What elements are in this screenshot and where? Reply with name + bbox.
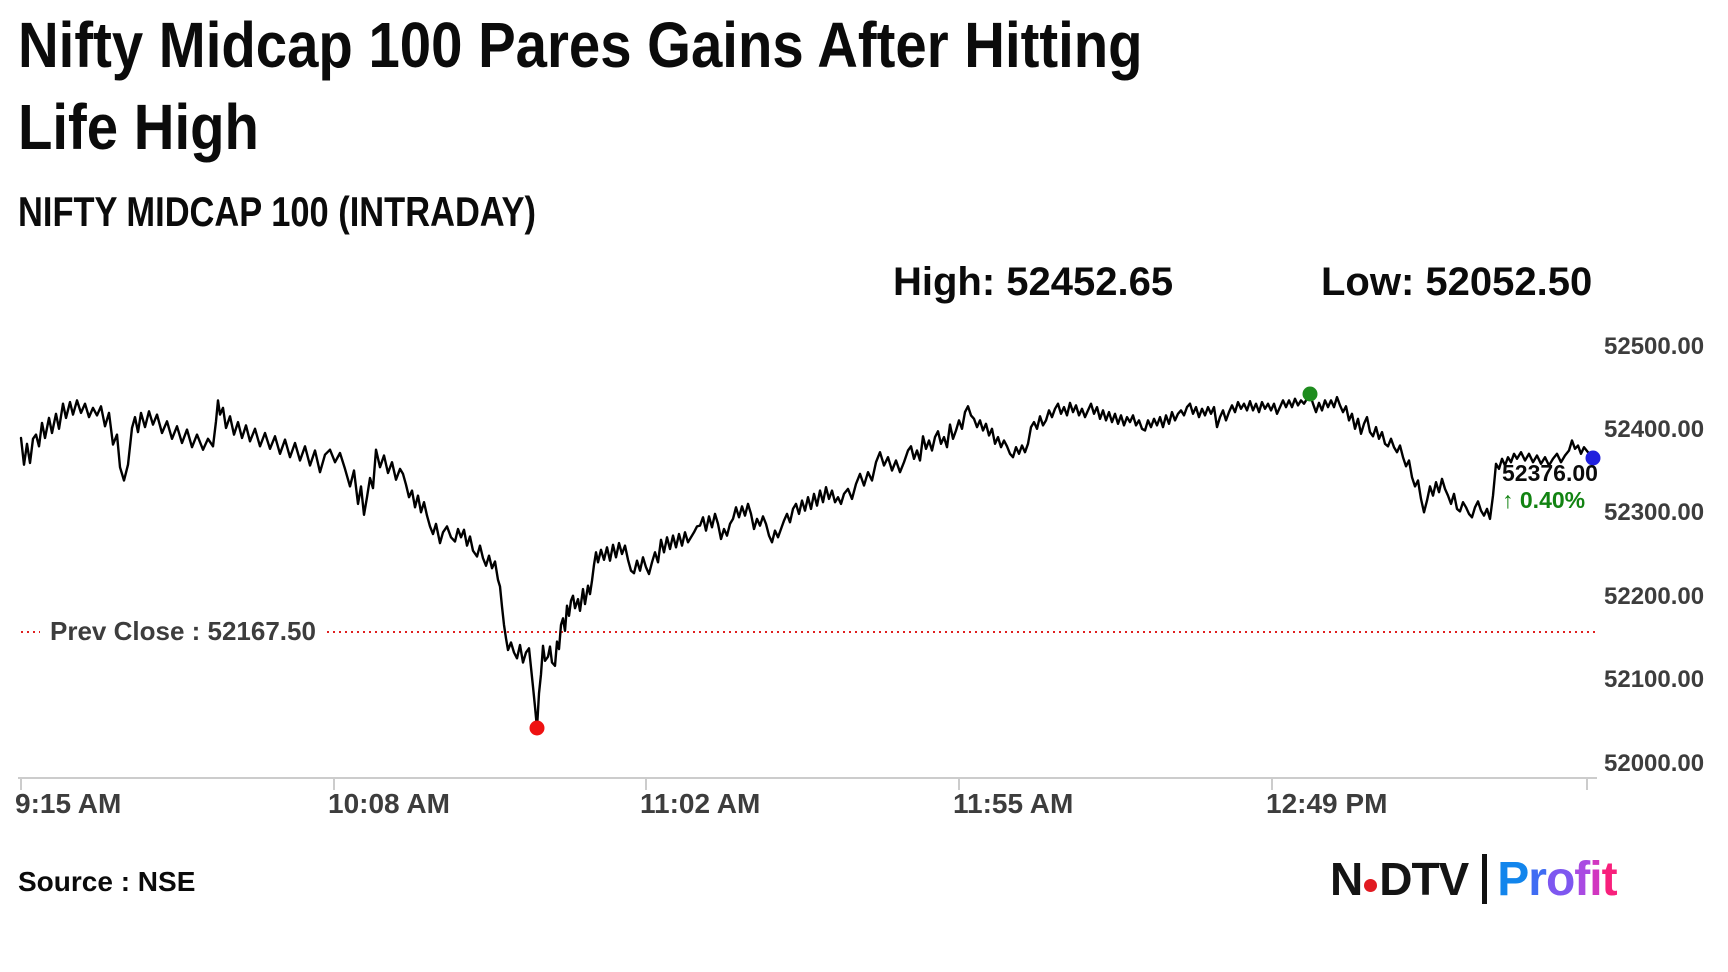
x-axis-label: 10:08 AM xyxy=(328,788,450,819)
source-credit: Source : NSE xyxy=(18,866,196,897)
profit-letter: P xyxy=(1497,852,1529,906)
last-change-percent: ↑ 0.40% xyxy=(1502,487,1586,513)
page-title: Nifty Midcap 100 Pares Gains After Hitti… xyxy=(18,4,1143,168)
high-stat: High: 52452.65 xyxy=(893,260,1174,304)
profit-letter: o xyxy=(1545,852,1575,906)
ndtv-red-dot-icon xyxy=(1364,878,1378,892)
y-axis-label: 52400.00 xyxy=(1604,415,1705,443)
y-axis-label: 52500.00 xyxy=(1604,332,1705,360)
x-axis-label: 12:49 PM xyxy=(1266,788,1388,819)
ndtv-logo-dtv: DTV xyxy=(1379,853,1469,905)
x-axis-label: 11:02 AM xyxy=(640,788,761,819)
high-marker xyxy=(1302,386,1318,402)
brand-divider xyxy=(1482,854,1488,904)
title-line-2: Life High xyxy=(18,91,259,163)
x-axis-label: 11:55 AM xyxy=(953,788,1074,819)
last-marker xyxy=(1585,450,1601,466)
low-marker xyxy=(529,720,545,736)
last-quote-callout: 52376.00 ↑ 0.40% xyxy=(1502,460,1598,514)
y-axis-label: 52300.00 xyxy=(1604,499,1705,527)
low-stat: Low: 52052.50 xyxy=(1321,260,1593,304)
profit-letter: f xyxy=(1574,852,1590,906)
profit-letter: t xyxy=(1601,852,1618,906)
prev-close-label: Prev Close : 52167.50 xyxy=(40,615,326,647)
x-axis-label: 9:15 AM xyxy=(15,788,122,819)
title-line-1: Nifty Midcap 100 Pares Gains After Hitti… xyxy=(18,9,1143,81)
profit-letter: r xyxy=(1528,852,1547,906)
y-axis-label: 52000.00 xyxy=(1604,749,1705,777)
last-price-value: 52376.00 xyxy=(1502,460,1598,486)
ndtv-logo-n: N xyxy=(1330,853,1363,905)
y-axis-label: 52200.00 xyxy=(1604,582,1705,610)
profit-letter: i xyxy=(1589,852,1602,906)
chart-subtitle: NIFTY MIDCAP 100 (INTRADAY) xyxy=(18,188,536,235)
price-line xyxy=(19,392,1595,730)
y-axis-label: 52100.00 xyxy=(1604,666,1705,694)
